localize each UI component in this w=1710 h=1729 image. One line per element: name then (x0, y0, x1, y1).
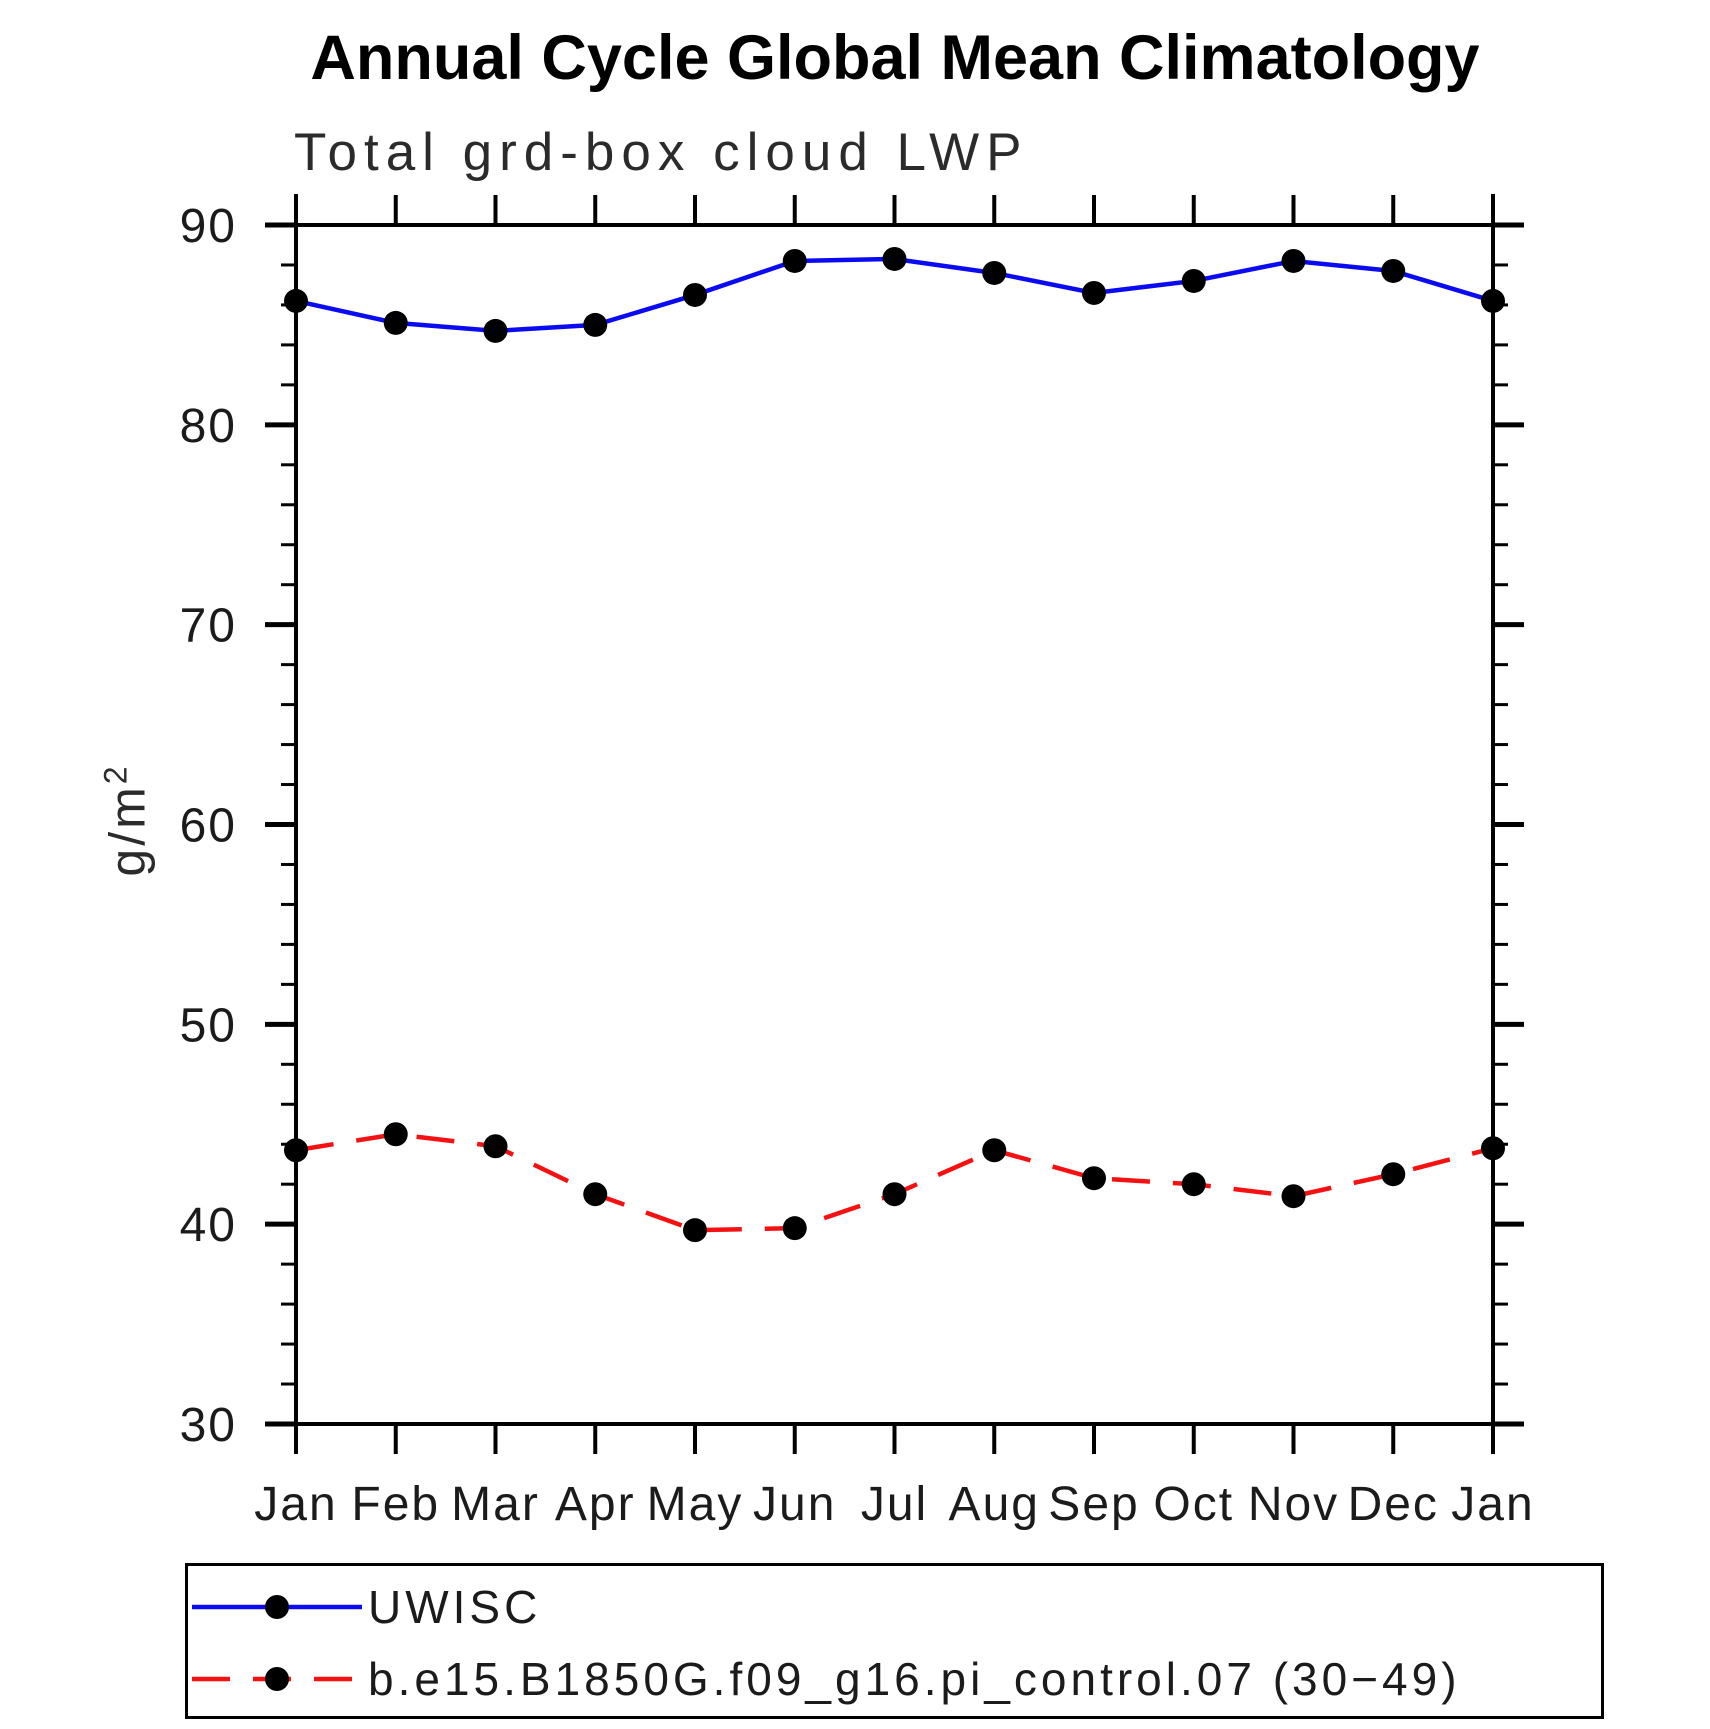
series-marker-0 (1281, 248, 1306, 273)
y-tick-label: 30 (180, 1399, 237, 1452)
x-tick-label: Mar (451, 1478, 540, 1531)
x-tick-label: Apr (555, 1478, 636, 1531)
series-marker-1 (1381, 1162, 1406, 1187)
series-marker-0 (1481, 288, 1505, 313)
x-tick-label: Jan (1451, 1478, 1534, 1531)
legend-line-sample-dashed (192, 1667, 362, 1691)
series-marker-0 (1082, 280, 1106, 305)
y-tick-label: 70 (180, 600, 237, 653)
legend-entry-model: b.e15.B1850G.f09_g16.pi_control.07 (30−4… (190, 1653, 1461, 1705)
x-tick-label: Oct (1153, 1478, 1234, 1531)
series-marker-0 (483, 318, 508, 343)
series-marker-0 (683, 282, 707, 307)
series-marker-1 (882, 1182, 907, 1207)
legend-sample-marker (265, 1667, 289, 1691)
plot-area: 90 80 70 60 50 40 30 Jan Feb Mar Apr May Jun Jul Aug Se… (180, 194, 1534, 1531)
legend-line-sample-solid (192, 1595, 362, 1619)
x-tick-label: Sep (1048, 1478, 1139, 1531)
series-marker-1 (683, 1218, 707, 1243)
legend-label-model: b.e15.B1850G.f09_g16.pi_control.07 (30−4… (368, 1653, 1461, 1705)
legend-sample-marker (265, 1595, 289, 1619)
x-tick-label: May (647, 1478, 744, 1531)
y-tick-label: 90 (180, 200, 237, 253)
series-marker-0 (1381, 258, 1406, 283)
series-marker-0 (583, 312, 608, 337)
series-marker-1 (782, 1216, 807, 1241)
legend-box: UWISC b.e15.B1850G.f09_g16.pi_control.07… (185, 1563, 1604, 1719)
series-marker-1 (1181, 1172, 1206, 1197)
series-marker-0 (982, 260, 1007, 285)
series-marker-1 (1082, 1166, 1106, 1191)
chart-subtitle: Total grd-box cloud LWP (294, 123, 1029, 182)
chart-title: Annual Cycle Global Mean Climatology (310, 23, 1480, 93)
x-tick-label: Nov (1248, 1478, 1339, 1531)
legend-entry-uwisc: UWISC (190, 1581, 541, 1633)
x-tick-label: Jul (861, 1478, 928, 1531)
legend-label-uwisc: UWISC (368, 1581, 542, 1633)
series-marker-1 (583, 1182, 608, 1207)
series-marker-1 (1481, 1136, 1505, 1161)
series-marker-0 (383, 310, 408, 335)
series-marker-0 (882, 246, 907, 271)
x-tick-label: Jun (753, 1478, 836, 1531)
x-tick-label: Aug (949, 1478, 1040, 1531)
series-marker-0 (284, 288, 308, 313)
series-marker-1 (1281, 1184, 1306, 1209)
x-tick-label: Jan (254, 1478, 337, 1531)
series-marker-1 (383, 1122, 408, 1147)
series-marker-1 (483, 1134, 508, 1159)
x-tick-label: Dec (1348, 1478, 1439, 1531)
series-marker-0 (782, 248, 807, 273)
y-tick-label: 60 (180, 800, 237, 853)
y-tick-label: 50 (180, 999, 237, 1052)
series-marker-1 (982, 1138, 1007, 1163)
y-tick-label: 40 (180, 1199, 237, 1252)
y-tick-label: 80 (180, 400, 237, 453)
series-marker-1 (284, 1138, 308, 1163)
x-tick-label: Feb (351, 1478, 440, 1531)
series-marker-0 (1181, 268, 1206, 293)
